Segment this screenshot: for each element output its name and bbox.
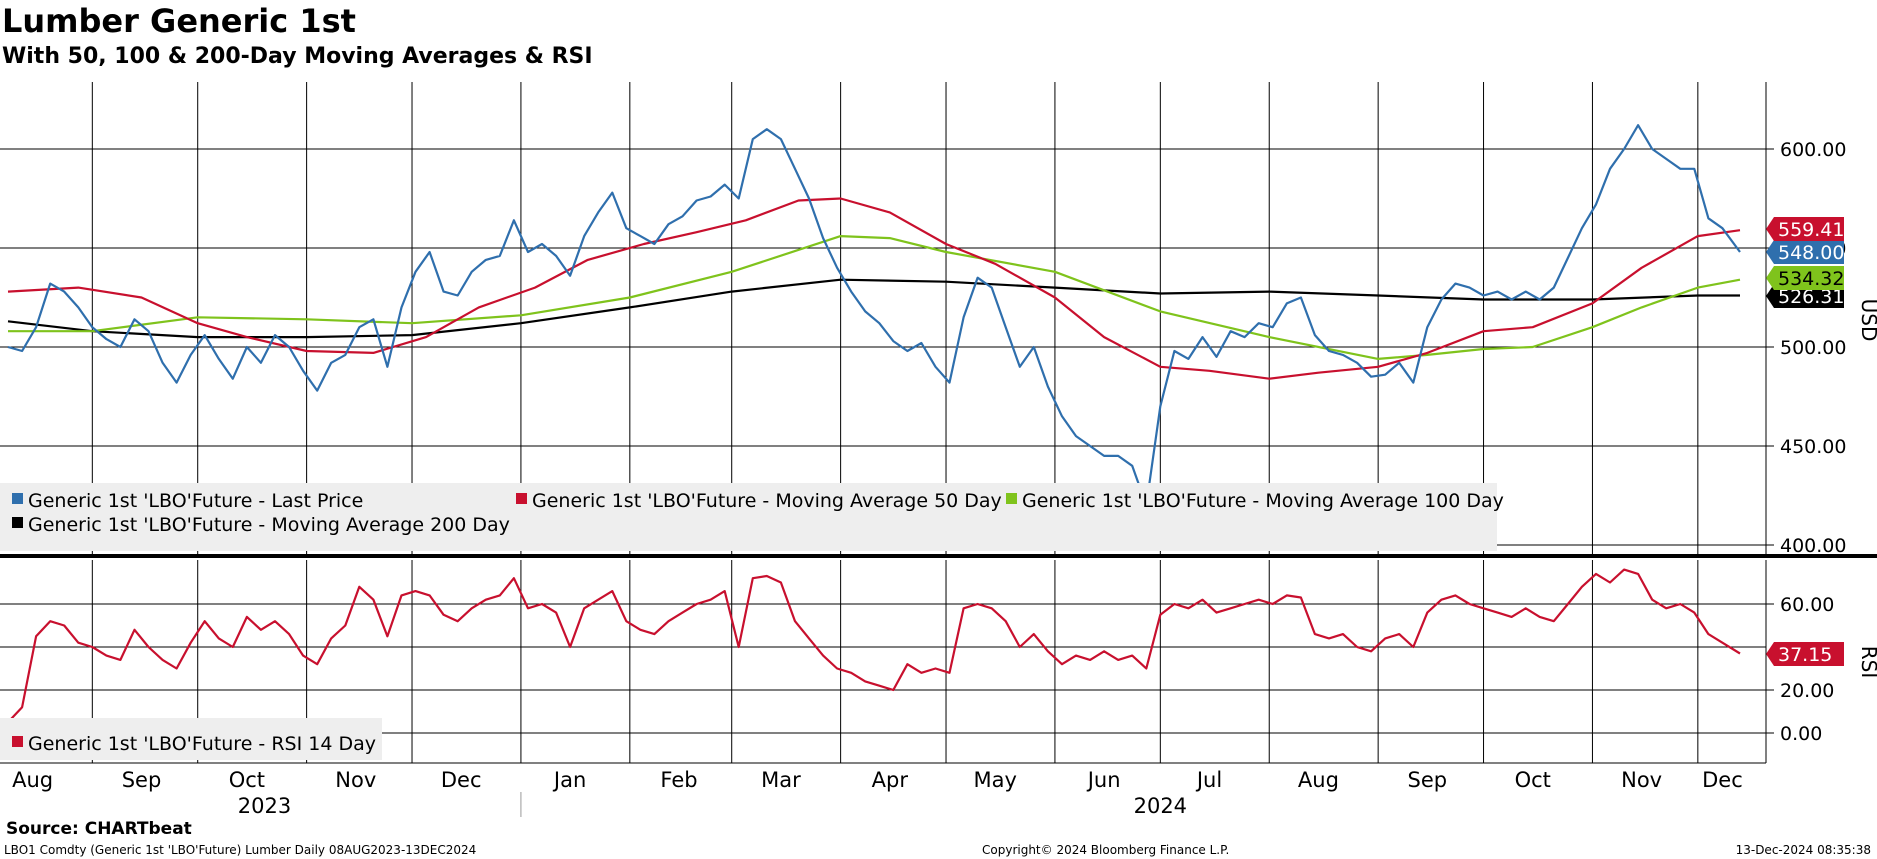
footer-copyright: Copyright© 2024 Bloomberg Finance L.P. <box>982 843 1230 857</box>
rsi-last-tag-bg <box>1766 642 1844 666</box>
footer-ticker: LBO1 Comdty (Generic 1st 'LBO'Future) Lu… <box>4 843 477 857</box>
legend-entry: Generic 1st 'LBO'Future - Moving Average… <box>1022 490 1504 512</box>
x-month-label: Nov <box>335 768 376 792</box>
ma50-last-tag-bg <box>1766 217 1844 241</box>
x-month-label: Jan <box>552 768 586 792</box>
price-last-tag-text: 548.00 <box>1778 242 1844 264</box>
rsi-line <box>7 568 1741 724</box>
x-month-label: Oct <box>1515 768 1551 792</box>
price-legend-bg <box>0 483 1497 551</box>
legend-swatch <box>12 493 23 504</box>
footer-timestamp: 13-Dec-2024 08:35:38 <box>1735 843 1871 857</box>
rsi-tick-label: 60.00 <box>1780 594 1834 616</box>
legend-entry: Generic 1st 'LBO'Future - Last Price <box>28 490 363 512</box>
ma100-last-tag: 534.32 <box>1766 266 1844 290</box>
x-month-label: Sep <box>1408 768 1448 792</box>
ma100-last-tag-text: 534.32 <box>1778 268 1844 290</box>
rsi-tick-label: 20.00 <box>1780 680 1834 702</box>
ma200-line <box>7 278 1740 339</box>
legend-entry: Generic 1st 'LBO'Future - Moving Average… <box>28 514 510 536</box>
ma100-last-tag-bg <box>1766 266 1844 290</box>
panel-separator <box>0 554 1877 558</box>
x-month-label: Mar <box>761 768 801 792</box>
legend-swatch <box>12 517 23 528</box>
rsi-last-tag-text: 37.15 <box>1778 644 1832 666</box>
ma50-last-tag-text: 559.41 <box>1778 219 1844 241</box>
source-label: Source: CHARTbeat <box>6 819 192 839</box>
x-year-label: 2023 <box>238 794 291 818</box>
price-tick-label: 600.00 <box>1780 139 1846 161</box>
rsi-tick-label: 0.00 <box>1780 723 1822 745</box>
chart-subtitle: With 50, 100 & 200-Day Moving Averages &… <box>2 44 593 69</box>
legend-swatch <box>12 736 23 747</box>
ma50-line <box>7 197 1741 380</box>
price-last-tag: 548.00 <box>1766 240 1844 264</box>
legend-swatch <box>1006 493 1017 504</box>
x-month-label: Apr <box>872 768 909 792</box>
price-line <box>7 124 1741 507</box>
rsi-legend-bg <box>0 718 382 760</box>
x-month-label: Feb <box>660 768 697 792</box>
price-last-tag-bg <box>1766 240 1844 264</box>
rsi-axis-title: RSI <box>1857 646 1877 679</box>
legend-entry: Generic 1st 'LBO'Future - RSI 14 Day <box>28 733 376 755</box>
x-month-label: May <box>973 768 1016 792</box>
x-month-label: Nov <box>1621 768 1662 792</box>
x-month-label: Aug <box>12 768 53 792</box>
x-month-label: Jun <box>1086 768 1121 792</box>
x-year-label: 2024 <box>1134 794 1187 818</box>
x-month-label: Jul <box>1195 768 1222 792</box>
ma50-last-tag: 559.41 <box>1766 217 1844 241</box>
x-month-label: Oct <box>229 768 265 792</box>
legend-entry: Generic 1st 'LBO'Future - Moving Average… <box>532 490 1002 512</box>
ma100-line <box>8 235 1741 360</box>
price-tick-label: 500.00 <box>1780 337 1846 359</box>
x-month-label: Sep <box>122 768 162 792</box>
price-tick-label: 400.00 <box>1780 535 1846 557</box>
x-month-label: Dec <box>1702 768 1743 792</box>
x-month-label: Aug <box>1298 768 1339 792</box>
ma200-last-tag-text: 526.31 <box>1778 286 1844 308</box>
legend-swatch <box>516 493 527 504</box>
chart-title: Lumber Generic 1st <box>2 2 356 40</box>
price-axis-title: USD <box>1857 299 1877 342</box>
rsi-last-tag: 37.15 <box>1766 642 1844 666</box>
price-tick-label: 450.00 <box>1780 436 1846 458</box>
x-month-label: Dec <box>441 768 482 792</box>
